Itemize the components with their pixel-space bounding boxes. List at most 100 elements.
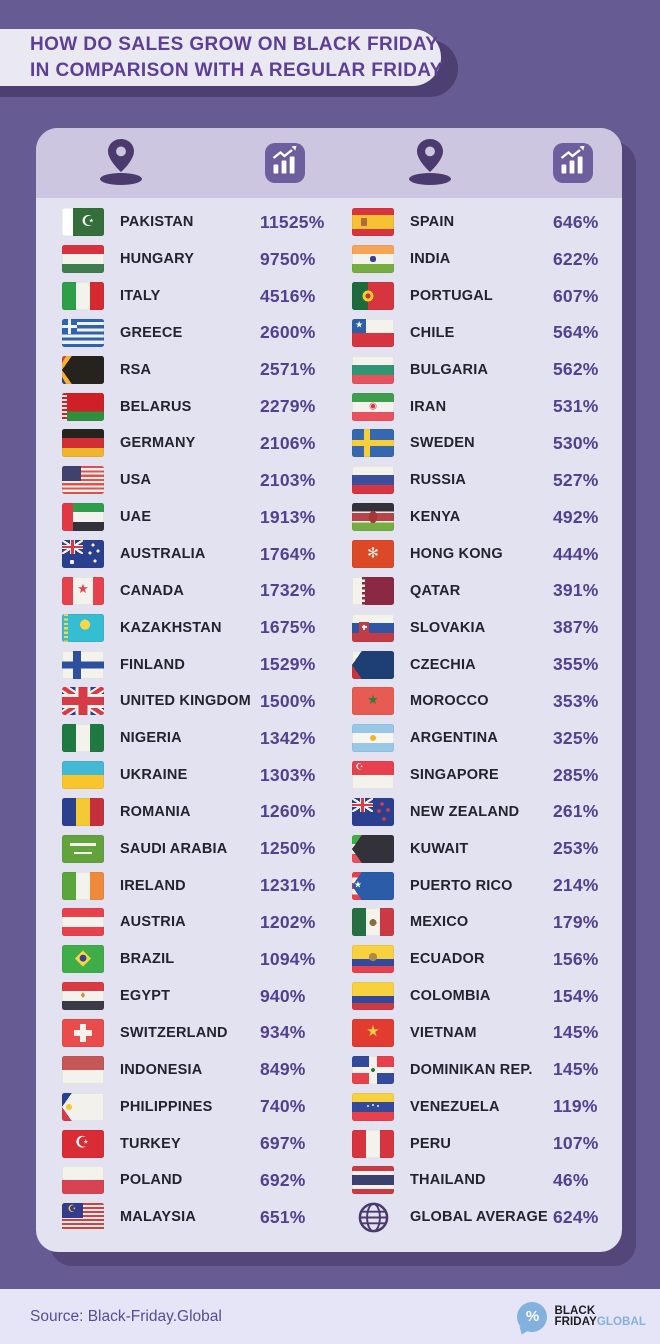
flag-emblem: ✻ xyxy=(367,545,379,562)
growth-value: 261% xyxy=(553,801,599,822)
growth-value: 531% xyxy=(553,396,599,417)
growth-value: 2106% xyxy=(260,432,316,453)
flag-emblem: ◆ xyxy=(74,945,92,970)
flag-brazil: ◆ ● xyxy=(62,945,104,974)
flag-qatar xyxy=(352,576,394,605)
table-row: UKRAINE 1303% xyxy=(62,757,329,794)
table-row: MEXICO 179% xyxy=(352,904,622,941)
country-name: NIGERIA xyxy=(120,730,182,747)
country-name: SWITZERLAND xyxy=(120,1024,228,1041)
flag-argentina xyxy=(352,724,394,753)
country-column-right: SPAIN 646% INDIA 622% PORTUGAL 607% ★ CH… xyxy=(329,204,622,1236)
flag-kuwait xyxy=(352,834,394,863)
growth-value: 849% xyxy=(260,1059,306,1080)
table-row: INDONESIA 849% xyxy=(62,1051,329,1088)
flag-italy xyxy=(62,282,104,311)
country-name: CHILE xyxy=(410,324,455,341)
growth-value: 1342% xyxy=(260,727,316,748)
country-name: QATAR xyxy=(410,582,461,599)
table-row: UNITED KINGDOM 1500% xyxy=(62,683,329,720)
country-name: UAE xyxy=(120,509,152,526)
flag-malaysia: ☪ xyxy=(62,1203,104,1232)
sales-growth-chart-icon xyxy=(553,143,593,183)
flag-hungary xyxy=(62,245,104,274)
table-row: SAUDI ARABIA 1250% xyxy=(62,830,329,867)
flag-austria xyxy=(62,908,104,937)
flag-greece xyxy=(62,318,104,347)
growth-value: 4516% xyxy=(260,285,316,306)
pin-shadow-ellipse xyxy=(100,173,142,185)
country-name: MALAYSIA xyxy=(120,1209,196,1226)
growth-value: 156% xyxy=(553,948,599,969)
country-name: INDIA xyxy=(410,251,451,268)
page-title-line1: HOW DO SALES GROW ON BLACK FRIDAY xyxy=(30,33,439,55)
growth-value: 179% xyxy=(553,911,599,932)
country-name: BELARUS xyxy=(120,398,192,415)
title-banner: HOW DO SALES GROW ON BLACK FRIDAY IN COM… xyxy=(0,29,442,86)
country-name: CZECHIA xyxy=(410,656,476,673)
flag-poland xyxy=(62,1166,104,1195)
growth-value: 1231% xyxy=(260,875,316,896)
country-name: COLOMBIA xyxy=(410,988,491,1005)
logo-line2: FRIDAYGLOBAL xyxy=(554,1315,646,1328)
flag-emblem: ◉ xyxy=(369,400,377,411)
growth-value: 651% xyxy=(260,1206,306,1227)
flag-emblem: ☪ xyxy=(67,1204,77,1216)
growth-value: 1675% xyxy=(260,617,316,638)
flag-emblem: ☪ xyxy=(74,1132,90,1152)
flag-usa xyxy=(62,466,104,495)
table-row: SWEDEN 530% xyxy=(352,425,622,462)
country-name: THAILAND xyxy=(410,1172,486,1189)
table-row: NEW ZEALAND 261% xyxy=(352,794,622,831)
table-row: PORTUGAL 607% xyxy=(352,278,622,315)
flag-pakistan: ☪ xyxy=(62,208,104,237)
country-name: CANADA xyxy=(120,582,185,599)
flag-slovakia xyxy=(352,613,394,642)
flag-emblem: ♦ xyxy=(79,990,87,1000)
country-name: USA xyxy=(120,472,152,489)
flag-iran: ◉ xyxy=(352,392,394,421)
flag-germany xyxy=(62,429,104,458)
flag-romania xyxy=(62,797,104,826)
flag-singapore: ☪ xyxy=(352,761,394,790)
growth-value: 624% xyxy=(553,1206,599,1227)
growth-value: 154% xyxy=(553,985,599,1006)
growth-value: 1303% xyxy=(260,764,316,785)
table-row: INDIA 622% xyxy=(352,241,622,278)
country-name: FINLAND xyxy=(120,656,186,673)
table-row: CZECHIA 355% xyxy=(352,646,622,683)
pin-shadow-ellipse xyxy=(409,173,451,185)
table-row: ☪ SINGAPORE 285% xyxy=(352,757,622,794)
table-row: GLOBAL AVERAGE 624% xyxy=(352,1199,622,1236)
flag-turkey: ☪ xyxy=(62,1129,104,1158)
flag-emblem: ☪ xyxy=(81,212,95,231)
flag-ecuador xyxy=(352,945,394,974)
flag-united-kingdom xyxy=(62,687,104,716)
growth-value: 692% xyxy=(260,1169,306,1190)
table-row: ◉ IRAN 531% xyxy=(352,388,622,425)
table-row: VENEZUELA 119% xyxy=(352,1088,622,1125)
flag-new-zealand xyxy=(352,797,394,826)
location-pin-icon xyxy=(98,139,144,187)
table-row: ★ CANADA 1732% xyxy=(62,572,329,609)
logo-friday: FRIDAY xyxy=(554,1315,597,1328)
growth-value: 119% xyxy=(553,1096,598,1117)
growth-value: 622% xyxy=(553,248,599,269)
logo-line1: BLACK xyxy=(554,1305,596,1317)
country-name: KAZAKHSTAN xyxy=(120,619,222,636)
country-name: MOROCCO xyxy=(410,693,489,710)
table-row: ARGENTINA 325% xyxy=(352,720,622,757)
country-name: DOMINIKAN REP. xyxy=(410,1061,533,1078)
table-row: ☪ MALAYSIA 651% xyxy=(62,1199,329,1236)
flag-australia xyxy=(62,540,104,569)
country-name: MEXICO xyxy=(410,914,469,931)
flag-emblem: ★ xyxy=(366,1022,380,1041)
flag-emblem: ★ xyxy=(353,879,362,890)
growth-value: 391% xyxy=(553,580,599,601)
country-name: UKRAINE xyxy=(120,767,188,784)
table-row: SWITZERLAND 934% xyxy=(62,1015,329,1052)
table-row: PERU 107% xyxy=(352,1125,622,1162)
table-row: POLAND 692% xyxy=(62,1162,329,1199)
growth-value: 1202% xyxy=(260,911,316,932)
growth-value: 1250% xyxy=(260,838,316,859)
